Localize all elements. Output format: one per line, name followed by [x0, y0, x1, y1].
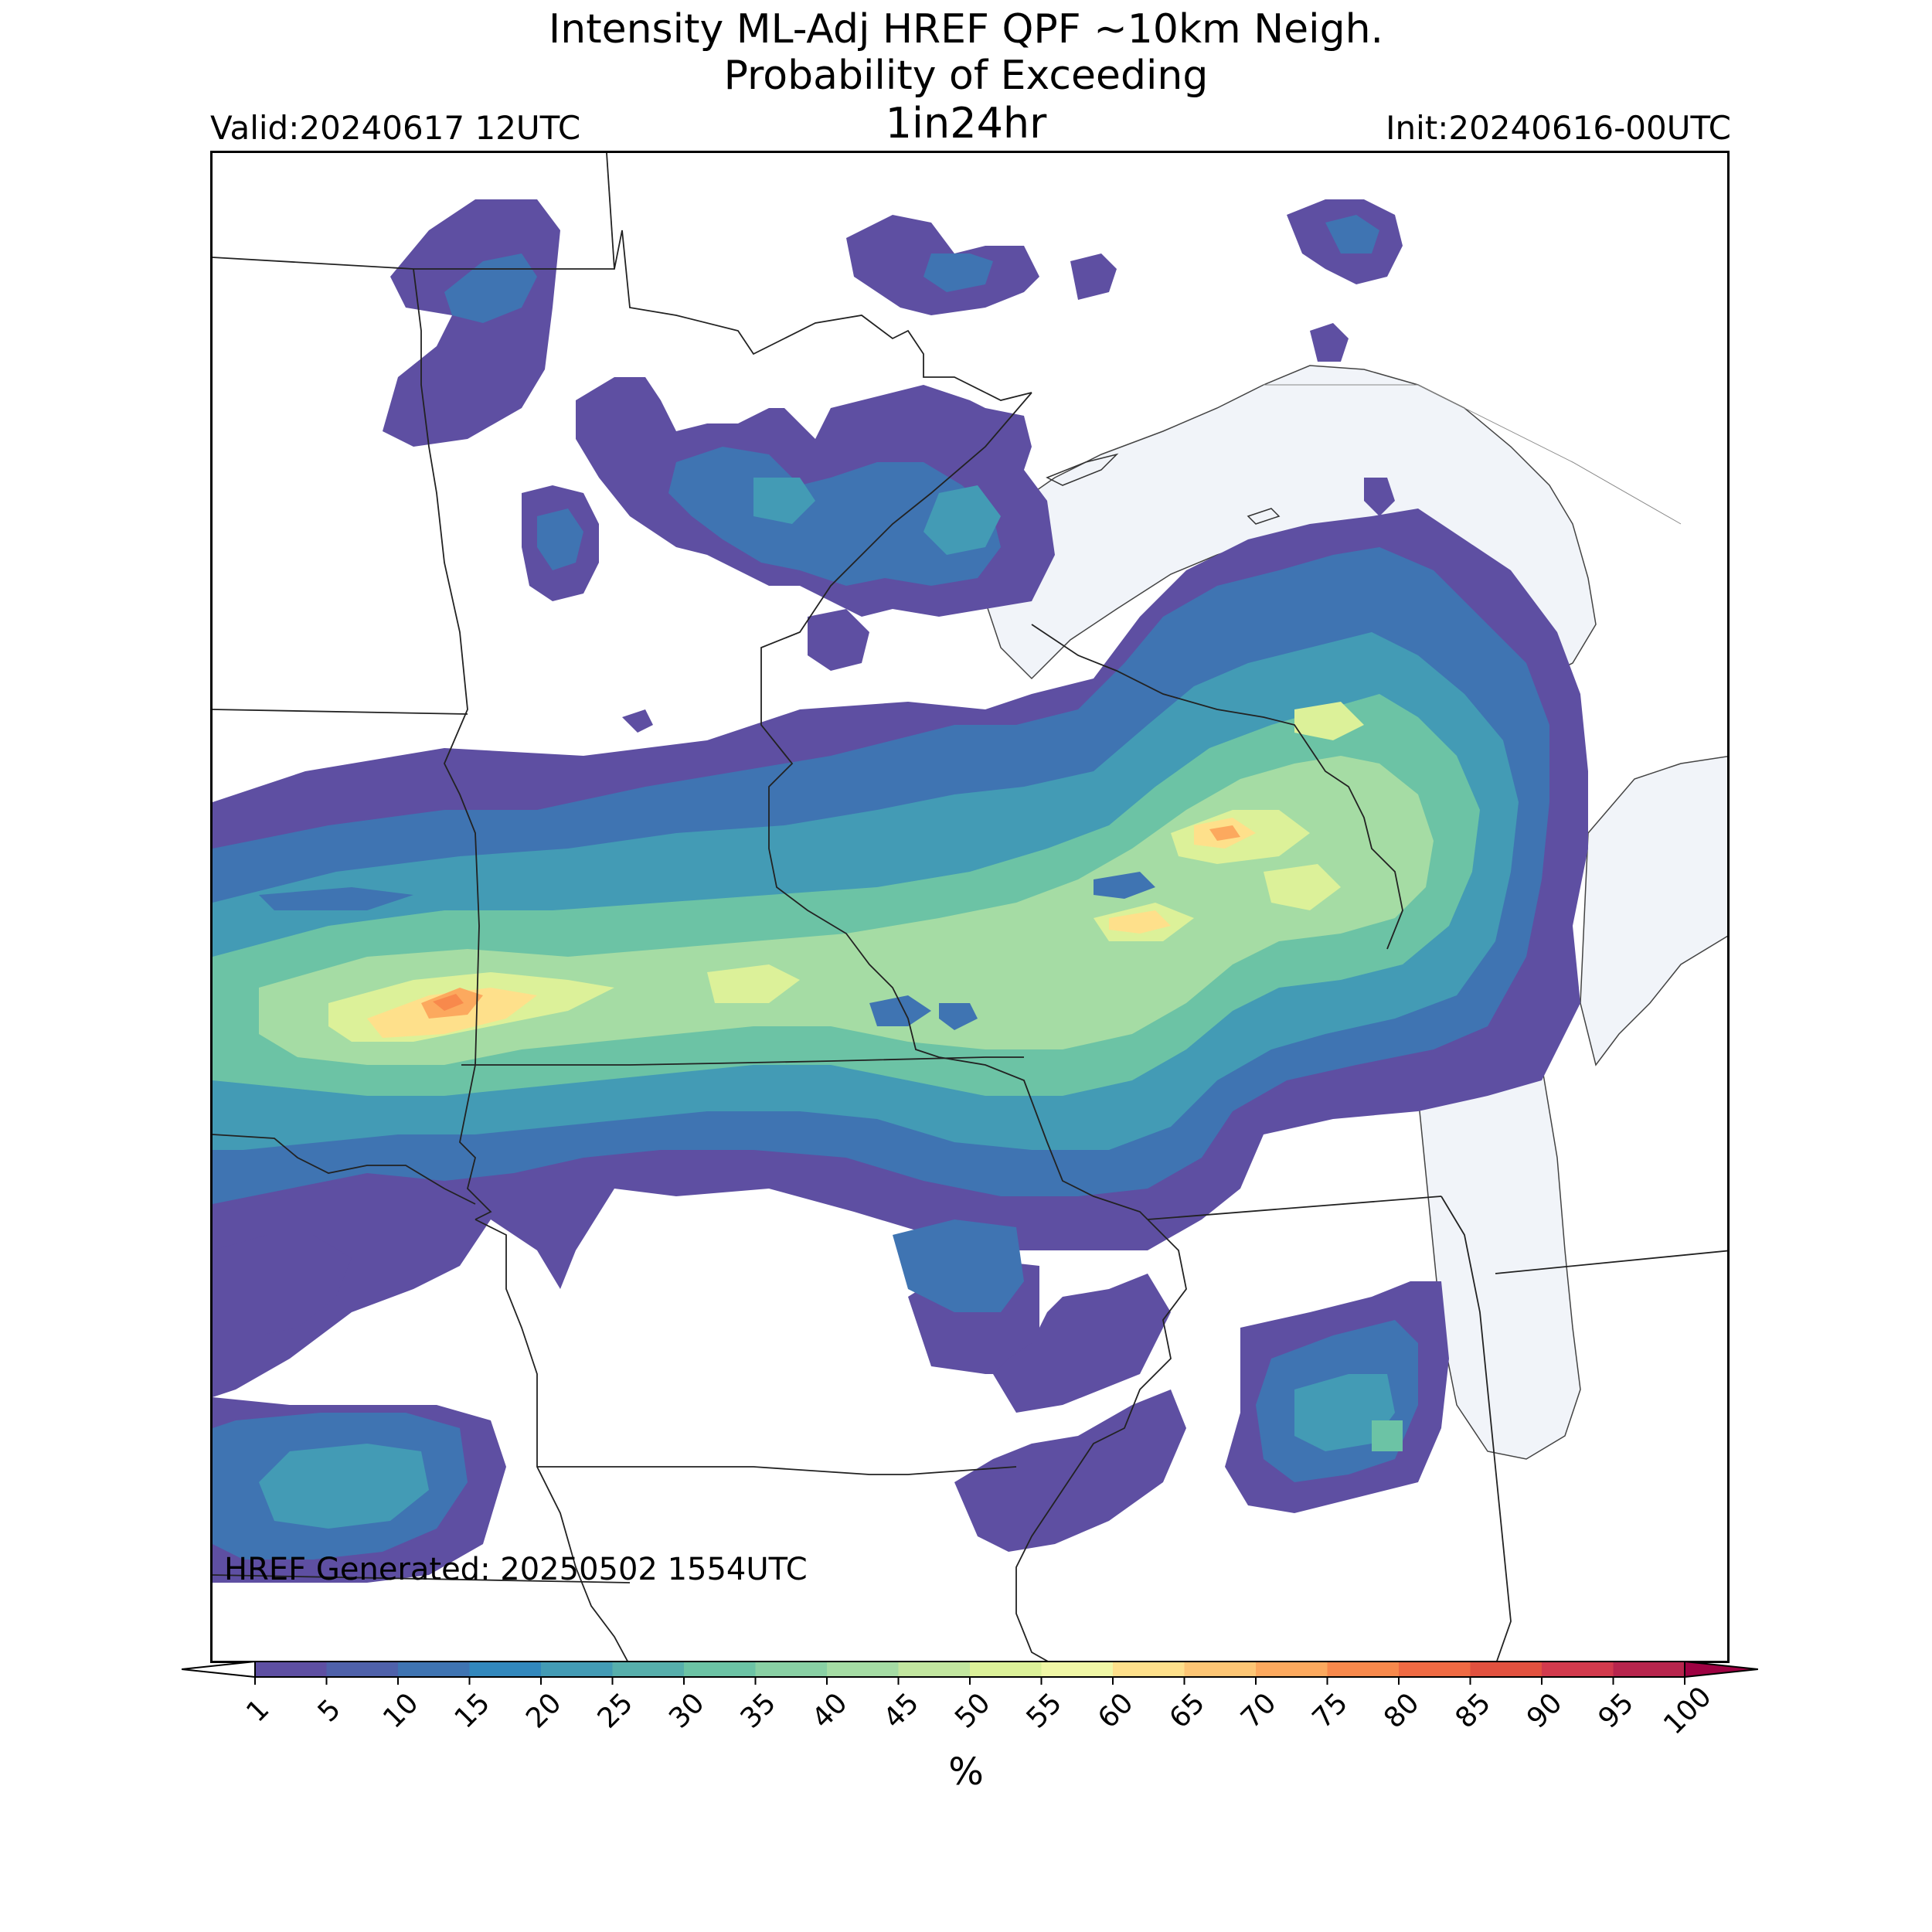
colorbar-bin	[1041, 1662, 1114, 1677]
colorbar-bin	[612, 1662, 685, 1677]
colorbar-tick-label: 75	[1307, 1687, 1354, 1734]
colorbar-bin	[755, 1662, 828, 1677]
colorbar-bin	[326, 1662, 399, 1677]
lake-island	[1247, 508, 1281, 525]
canada-lake-boundary	[1264, 384, 1682, 525]
generated-timestamp: HREF Generated: 20250502 1554UTC	[224, 1552, 808, 1587]
nd-sd-border	[213, 709, 468, 715]
colorbar-bin	[1613, 1662, 1685, 1677]
colorbar-tick-label: 100	[1658, 1681, 1718, 1741]
colorbar-tick-label: 60	[1092, 1687, 1139, 1734]
probability-field	[213, 199, 1588, 1583]
colorbar-bin	[970, 1662, 1042, 1677]
border-segment	[606, 153, 615, 270]
colorbar-bin	[1113, 1662, 1185, 1677]
valid-time-label: Valid:20240617 12UTC	[210, 109, 581, 147]
colorbar-tick-label: 45	[878, 1687, 925, 1734]
colorbar-tick-label: 40	[806, 1687, 853, 1734]
political-borders	[213, 153, 1727, 1661]
colorbar-tick-label: 30	[663, 1687, 710, 1734]
colorbar-label: %	[948, 1750, 984, 1794]
colorbar-tick-label: 80	[1378, 1687, 1425, 1734]
interior-low-spots	[259, 872, 1155, 1030]
colorbar-bin	[827, 1662, 899, 1677]
colorbar-bin	[1327, 1662, 1400, 1677]
colorbar-tick-label: 20	[520, 1687, 567, 1734]
islands-layer	[1046, 453, 1281, 525]
colorbar-tick-label: 15	[449, 1687, 496, 1734]
colorbar-bin	[1256, 1662, 1328, 1677]
colorbar-bin	[255, 1662, 327, 1677]
ne-ks-border	[213, 1574, 631, 1583]
lake-huron-edge	[1580, 756, 1727, 1066]
init-time-label: Init:20240616-00UTC	[1386, 109, 1731, 147]
probability-map	[213, 153, 1727, 1661]
map-panel	[210, 151, 1730, 1663]
band-75-80	[433, 994, 464, 1011]
chart-title-line-1: Intensity ML-Adj HREF QPF ~10km Neigh.	[548, 6, 1384, 53]
colorbar-tick-label: 70	[1235, 1687, 1282, 1734]
colorbar-bin	[398, 1662, 470, 1677]
colorbar-tick-label: 50	[949, 1687, 996, 1734]
colorbar-tick-label: 10	[377, 1687, 424, 1734]
colorbar-tick-label: 95	[1593, 1687, 1640, 1734]
colorbar-bin	[1184, 1662, 1257, 1677]
colorbar-bin	[1542, 1662, 1614, 1677]
wi-mi-border	[1031, 624, 1403, 950]
colorbar-tick-label: 1	[240, 1693, 275, 1728]
in-oh-border	[1495, 1250, 1727, 1274]
mn-wi-border	[760, 392, 1148, 1220]
colorbar-bin	[684, 1662, 756, 1677]
colorbar-min-extension	[182, 1662, 256, 1679]
colorbar-bin	[469, 1662, 542, 1677]
colorbar-bin	[1470, 1662, 1543, 1677]
colorbar-bin	[1399, 1662, 1471, 1677]
ia-mo-border	[537, 1466, 1017, 1475]
colorbar-max-extension	[1684, 1662, 1758, 1679]
sd-ne-border	[213, 1134, 476, 1205]
colorbar-bin	[898, 1662, 971, 1677]
colorbar-bins	[254, 1662, 1685, 1678]
us-canada-border	[213, 230, 1032, 401]
wi-il-border	[1147, 1196, 1442, 1220]
ia-wi-il-border	[1015, 1219, 1187, 1661]
mn-nd-border	[413, 268, 492, 1220]
chart-title-line-2: Probability of Exceeding	[723, 53, 1209, 99]
chart-title-line-3: 1in24hr	[885, 99, 1047, 148]
colorbar-tick-label: 55	[1021, 1687, 1068, 1734]
colorbar-ticks: 1 5 10 15 20 25 30 35 40 45 50 55 60 65 70 75 80 85 90 95 10…	[240, 1677, 1718, 1741]
ne-ia-border	[474, 1219, 628, 1661]
colorbar-tick-label: 35	[735, 1687, 782, 1734]
colorbar-tick-label: 90	[1521, 1687, 1568, 1734]
colorbar-tick-label: 85	[1450, 1687, 1497, 1734]
colorbar-bin	[541, 1662, 613, 1677]
colorbar-tick-label: 65	[1164, 1687, 1211, 1734]
il-in-border	[1440, 1196, 1512, 1661]
colorbar-tick-label: 5	[312, 1693, 347, 1728]
colorbar-tick-label: 25	[592, 1687, 639, 1734]
mn-ia-border	[461, 1056, 1024, 1066]
colorbar: 1 5 10 15 20 25 30 35 40 45 50 55 60 65 70 75 80 85 90 95 10…	[182, 1662, 1758, 1741]
isle-royale	[1046, 453, 1119, 486]
